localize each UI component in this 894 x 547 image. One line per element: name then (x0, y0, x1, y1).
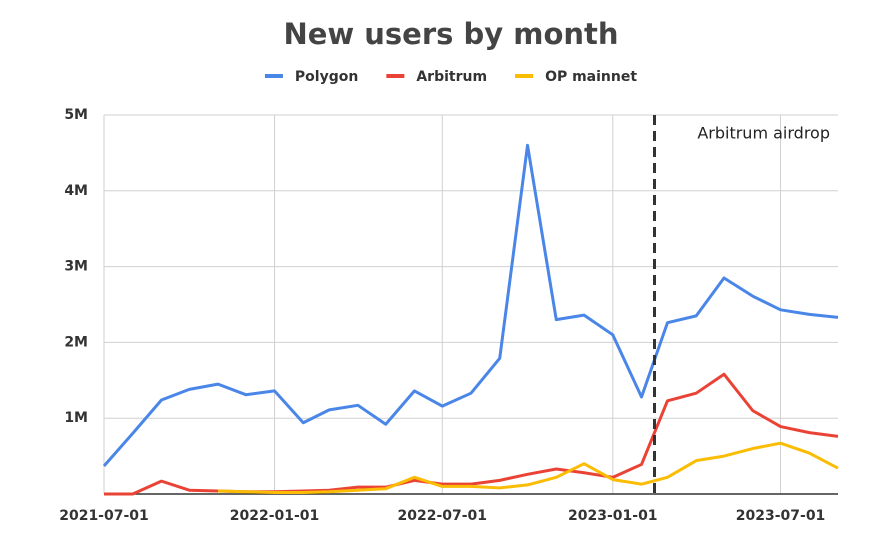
legend-label: Polygon (295, 69, 358, 85)
series-line (102, 143, 839, 467)
chart-title: New users by month (283, 17, 618, 51)
x-tick-label: 2022-07-01 (397, 508, 487, 524)
x-tick-label: 2022-01-01 (230, 508, 320, 524)
legend-item: Polygon (264, 69, 358, 85)
y-tick-label: 4M (64, 183, 88, 199)
x-tick-label: 2021-07-01 (59, 508, 149, 524)
series-line (217, 441, 839, 494)
annotation-label: Arbitrum airdrop (697, 124, 830, 143)
y-tick-label: 1M (64, 410, 88, 426)
legend-item: OP mainnet (515, 69, 637, 85)
y-tick-label: 5M (64, 107, 88, 123)
legend-label: OP mainnet (545, 69, 637, 85)
y-tick-label: 3M (64, 259, 88, 275)
y-tick-label: 2M (64, 334, 88, 350)
x-tick-label: 2023-07-01 (736, 508, 826, 524)
legend-label: Arbitrum (416, 69, 487, 85)
x-tick-label: 2023-01-01 (568, 508, 658, 524)
legend-item: Arbitrum (386, 69, 487, 85)
